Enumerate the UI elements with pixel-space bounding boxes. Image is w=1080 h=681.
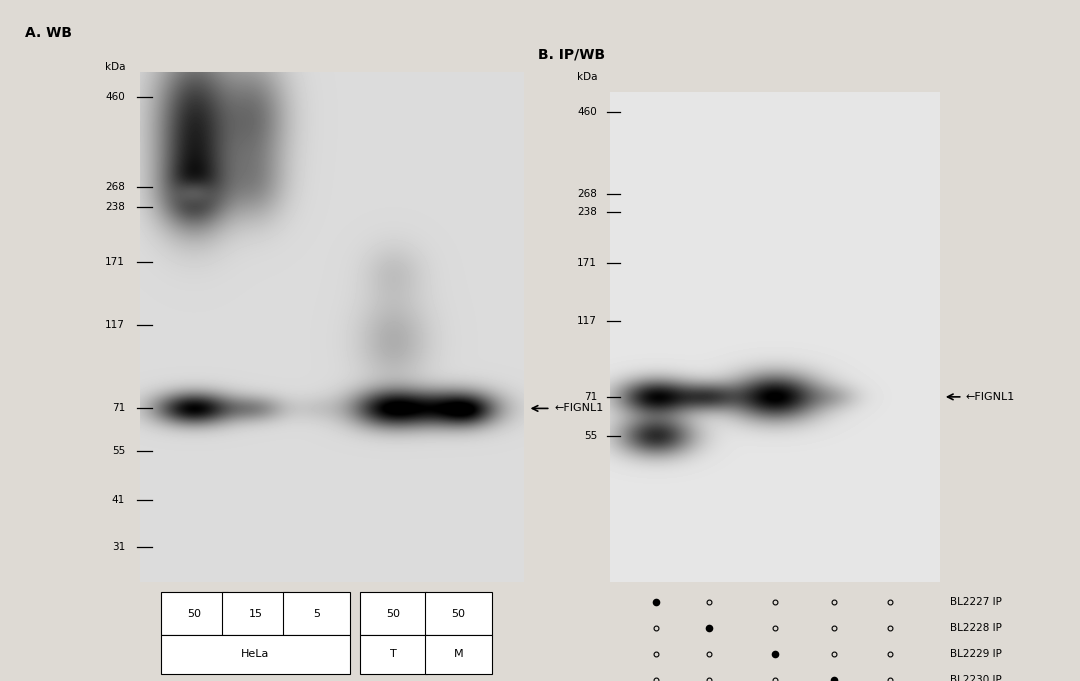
Text: M: M: [454, 650, 463, 659]
Text: 55: 55: [112, 446, 125, 456]
Text: 50: 50: [451, 609, 465, 618]
Text: 41: 41: [112, 495, 125, 505]
Text: HeLa: HeLa: [241, 650, 270, 659]
Text: 31: 31: [112, 541, 125, 552]
Bar: [426, 635, 492, 674]
Text: 268: 268: [105, 182, 125, 192]
Text: 268: 268: [577, 189, 597, 199]
Text: kDa: kDa: [577, 72, 597, 82]
Text: 55: 55: [584, 431, 597, 441]
Bar: [426, 592, 492, 635]
Text: 171: 171: [105, 257, 125, 267]
Text: 238: 238: [105, 202, 125, 212]
Text: 117: 117: [105, 320, 125, 330]
Text: 460: 460: [578, 106, 597, 116]
Text: T: T: [390, 650, 396, 659]
Bar: [360, 635, 427, 674]
Bar: [360, 592, 427, 635]
Text: kDa: kDa: [105, 61, 125, 72]
Text: BL2227 IP: BL2227 IP: [950, 597, 1002, 607]
Text: 71: 71: [112, 403, 125, 413]
Text: 460: 460: [106, 92, 125, 102]
Text: 50: 50: [387, 609, 401, 618]
Bar: [283, 592, 350, 635]
Text: B. IP/WB: B. IP/WB: [538, 48, 605, 62]
Text: BL2229 IP: BL2229 IP: [950, 649, 1002, 659]
Bar: [161, 635, 350, 674]
Bar: [161, 592, 228, 635]
Text: ←FIGNL1: ←FIGNL1: [554, 403, 604, 413]
Text: 117: 117: [577, 315, 597, 326]
Text: 5: 5: [313, 609, 321, 618]
Text: 50: 50: [187, 609, 201, 618]
Text: 238: 238: [577, 207, 597, 217]
Text: 71: 71: [584, 392, 597, 402]
Text: BL2228 IP: BL2228 IP: [950, 623, 1002, 633]
Text: A. WB: A. WB: [26, 26, 72, 39]
Text: BL2230 IP: BL2230 IP: [950, 675, 1002, 681]
Text: ←FIGNL1: ←FIGNL1: [966, 392, 1015, 402]
Text: 171: 171: [577, 257, 597, 268]
Text: 15: 15: [248, 609, 262, 618]
Bar: [222, 592, 289, 635]
